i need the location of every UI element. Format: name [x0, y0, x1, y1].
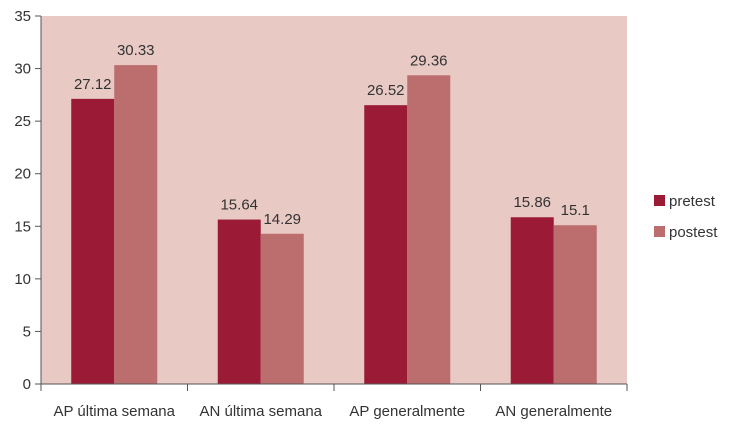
bars-group	[71, 65, 597, 385]
x-category-label: AN generalmente	[495, 403, 612, 420]
x-axis: AP última semana AN última semana AP gener…	[40, 383, 628, 420]
x-category-label: AP última semana	[54, 403, 176, 420]
bar-pretest	[71, 98, 115, 384]
y-tick-label: 25	[14, 113, 31, 130]
bar-postest	[553, 225, 597, 384]
data-label-pretest: 15.86	[513, 194, 551, 211]
data-label-pretest: 27.12	[74, 76, 112, 93]
y-tick-label: 15	[14, 218, 31, 235]
bar-pretest	[217, 219, 261, 384]
bar-postest	[260, 233, 304, 384]
bar-postest	[114, 65, 158, 384]
x-category-label: AN última semana	[199, 403, 322, 420]
y-axis: 0 5 10 15 20 25 30 35	[14, 8, 42, 393]
x-category-label: AP generalmente	[349, 403, 465, 420]
bar-pretest	[364, 105, 408, 385]
legend: pretest postest	[654, 193, 718, 241]
y-tick-label: 10	[14, 271, 31, 288]
y-tick-label: 0	[23, 376, 31, 393]
bar-pretest	[510, 217, 554, 384]
data-labels-group: 27.12 30.33 15.64 14.29 26.52 29.36 15.86 15.1	[74, 42, 590, 228]
bar-postest	[407, 75, 451, 384]
y-tick-label: 5	[23, 323, 31, 340]
legend-label-pretest: pretest	[669, 193, 716, 210]
data-label-postest: 14.29	[263, 211, 301, 228]
data-label-pretest: 26.52	[367, 82, 405, 99]
legend-label-postest: postest	[669, 224, 718, 241]
data-label-postest: 15.1	[561, 202, 590, 219]
legend-swatch-pretest	[654, 195, 665, 206]
y-tick-label: 30	[14, 61, 31, 78]
y-tick-label: 20	[14, 166, 31, 183]
legend-swatch-postest	[654, 226, 665, 237]
data-label-postest: 29.36	[410, 52, 448, 69]
data-label-postest: 30.33	[117, 42, 155, 59]
data-label-pretest: 15.64	[220, 197, 258, 214]
y-tick-label: 35	[14, 8, 31, 25]
